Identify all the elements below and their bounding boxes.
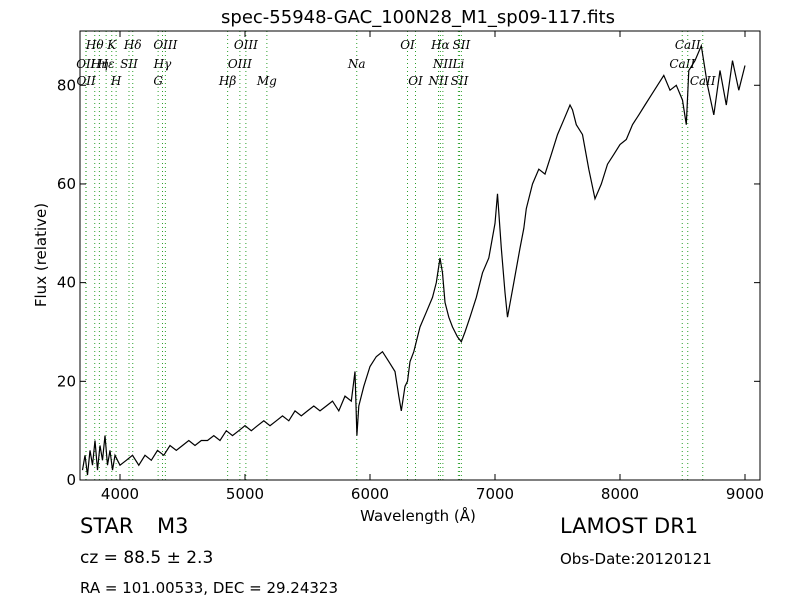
spectral-line-label: NII [428, 74, 449, 88]
spectral-line-label: G [153, 74, 163, 88]
spectral-line-label: Hα [430, 38, 450, 52]
spectral-line-label: OIII [228, 57, 252, 71]
x-tick-label: 7000 [476, 485, 514, 503]
spectral-line-label: Hγ [153, 57, 172, 71]
y-tick-label: 0 [66, 471, 76, 489]
spectral-line-label: Na [347, 57, 366, 71]
axis-ticks-layer: 4000 5000 6000 7000 8000 9000 0 20 40 60 80 [57, 31, 764, 503]
redshift-cz: cz = 88.5 ± 2.3 [80, 548, 214, 568]
x-tick-label: 5000 [226, 485, 264, 503]
x-tick-label: 6000 [351, 485, 389, 503]
y-tick-label: 80 [57, 76, 76, 94]
y-axis-label: Flux (relative) [32, 203, 50, 307]
x-tick-label: 9000 [726, 485, 764, 503]
chart-title: spec-55948-GAC_100N28_M1_sp09-117.fits [221, 7, 615, 28]
spectral-line-label: CaII [669, 57, 695, 71]
x-axis-label: Wavelength (Å) [360, 506, 476, 525]
spectral-line-label: OIII [234, 38, 258, 52]
spectral-lines-layer: OIIOIIHθHηHεKHSIIHδGHγOIIIHβOIIIOIIIMgNa… [76, 31, 716, 480]
object-class: STAR [80, 514, 134, 538]
spectral-line-label: SII [453, 38, 471, 52]
axes-frame [79, 30, 761, 481]
spectral-line-label: Hβ [218, 74, 236, 88]
spectral-line-label: NII [432, 57, 453, 71]
spectral-line-label: CaII [675, 38, 701, 52]
x-tick-label: 4000 [101, 485, 139, 503]
object-subclass: M3 [157, 514, 189, 538]
spectral-line-label: Mg [256, 74, 277, 88]
y-tick-label: 20 [57, 372, 76, 390]
spectrum-line [81, 43, 746, 476]
spectrum-data-layer [81, 43, 746, 476]
spectral-line-label: OII [76, 74, 96, 88]
spectral-line-label: OI [408, 74, 423, 88]
spectral-line-label: SII [451, 74, 469, 88]
spectral-line-label: OIII [153, 38, 177, 52]
coordinates: RA = 101.00533, DEC = 29.24323 [80, 579, 339, 597]
spectral-line-label: CaII [690, 74, 716, 88]
observation-date: Obs-Date:20120121 [560, 550, 712, 568]
x-tick-label: 8000 [601, 485, 639, 503]
y-tick-label: 40 [57, 274, 76, 292]
spectral-line-label: H [110, 74, 122, 88]
spectral-line-label: Hδ [123, 38, 142, 52]
survey-name: LAMOST DR1 [560, 514, 699, 538]
spectral-line-label: OI [400, 38, 415, 52]
spectral-line-label: K [106, 38, 117, 52]
spectral-line-label: Li [451, 57, 464, 71]
spectral-line-label: Hε [97, 57, 115, 71]
y-tick-label: 60 [57, 175, 76, 193]
spectral-line-label: Hη [90, 57, 109, 71]
spectral-line-label: Hθ [85, 38, 104, 52]
spectral-line-label: SII [120, 57, 138, 71]
